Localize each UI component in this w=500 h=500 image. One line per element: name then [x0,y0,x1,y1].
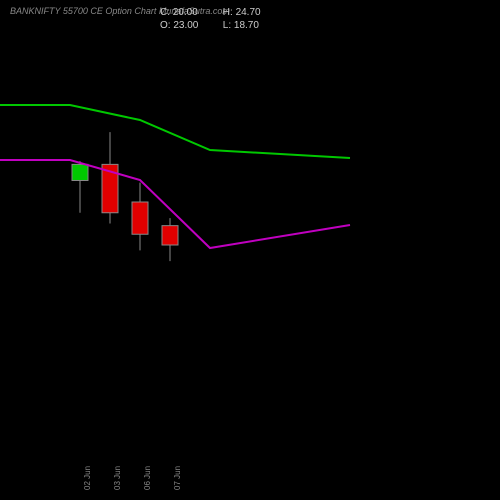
c-value: 20.00 [173,7,198,18]
h-label: H: [223,7,233,18]
chart-area [0,30,500,460]
h-value: 24.70 [236,7,261,18]
ohlc-panel: C: 20.00 H: 24.70 O: 23.00 L: 18.70 [160,6,283,32]
c-label: C: [160,7,170,18]
candle-body [72,164,88,180]
x-axis-label: 03 Jun [113,466,122,490]
x-axis-label: 06 Jun [143,466,152,490]
indicator-line-upper [0,105,350,158]
x-axis-label: 02 Jun [83,466,92,490]
chart-svg [0,30,500,460]
candle-body [132,202,148,234]
candle-body [162,226,178,245]
x-axis-label: 07 Jun [173,466,182,490]
